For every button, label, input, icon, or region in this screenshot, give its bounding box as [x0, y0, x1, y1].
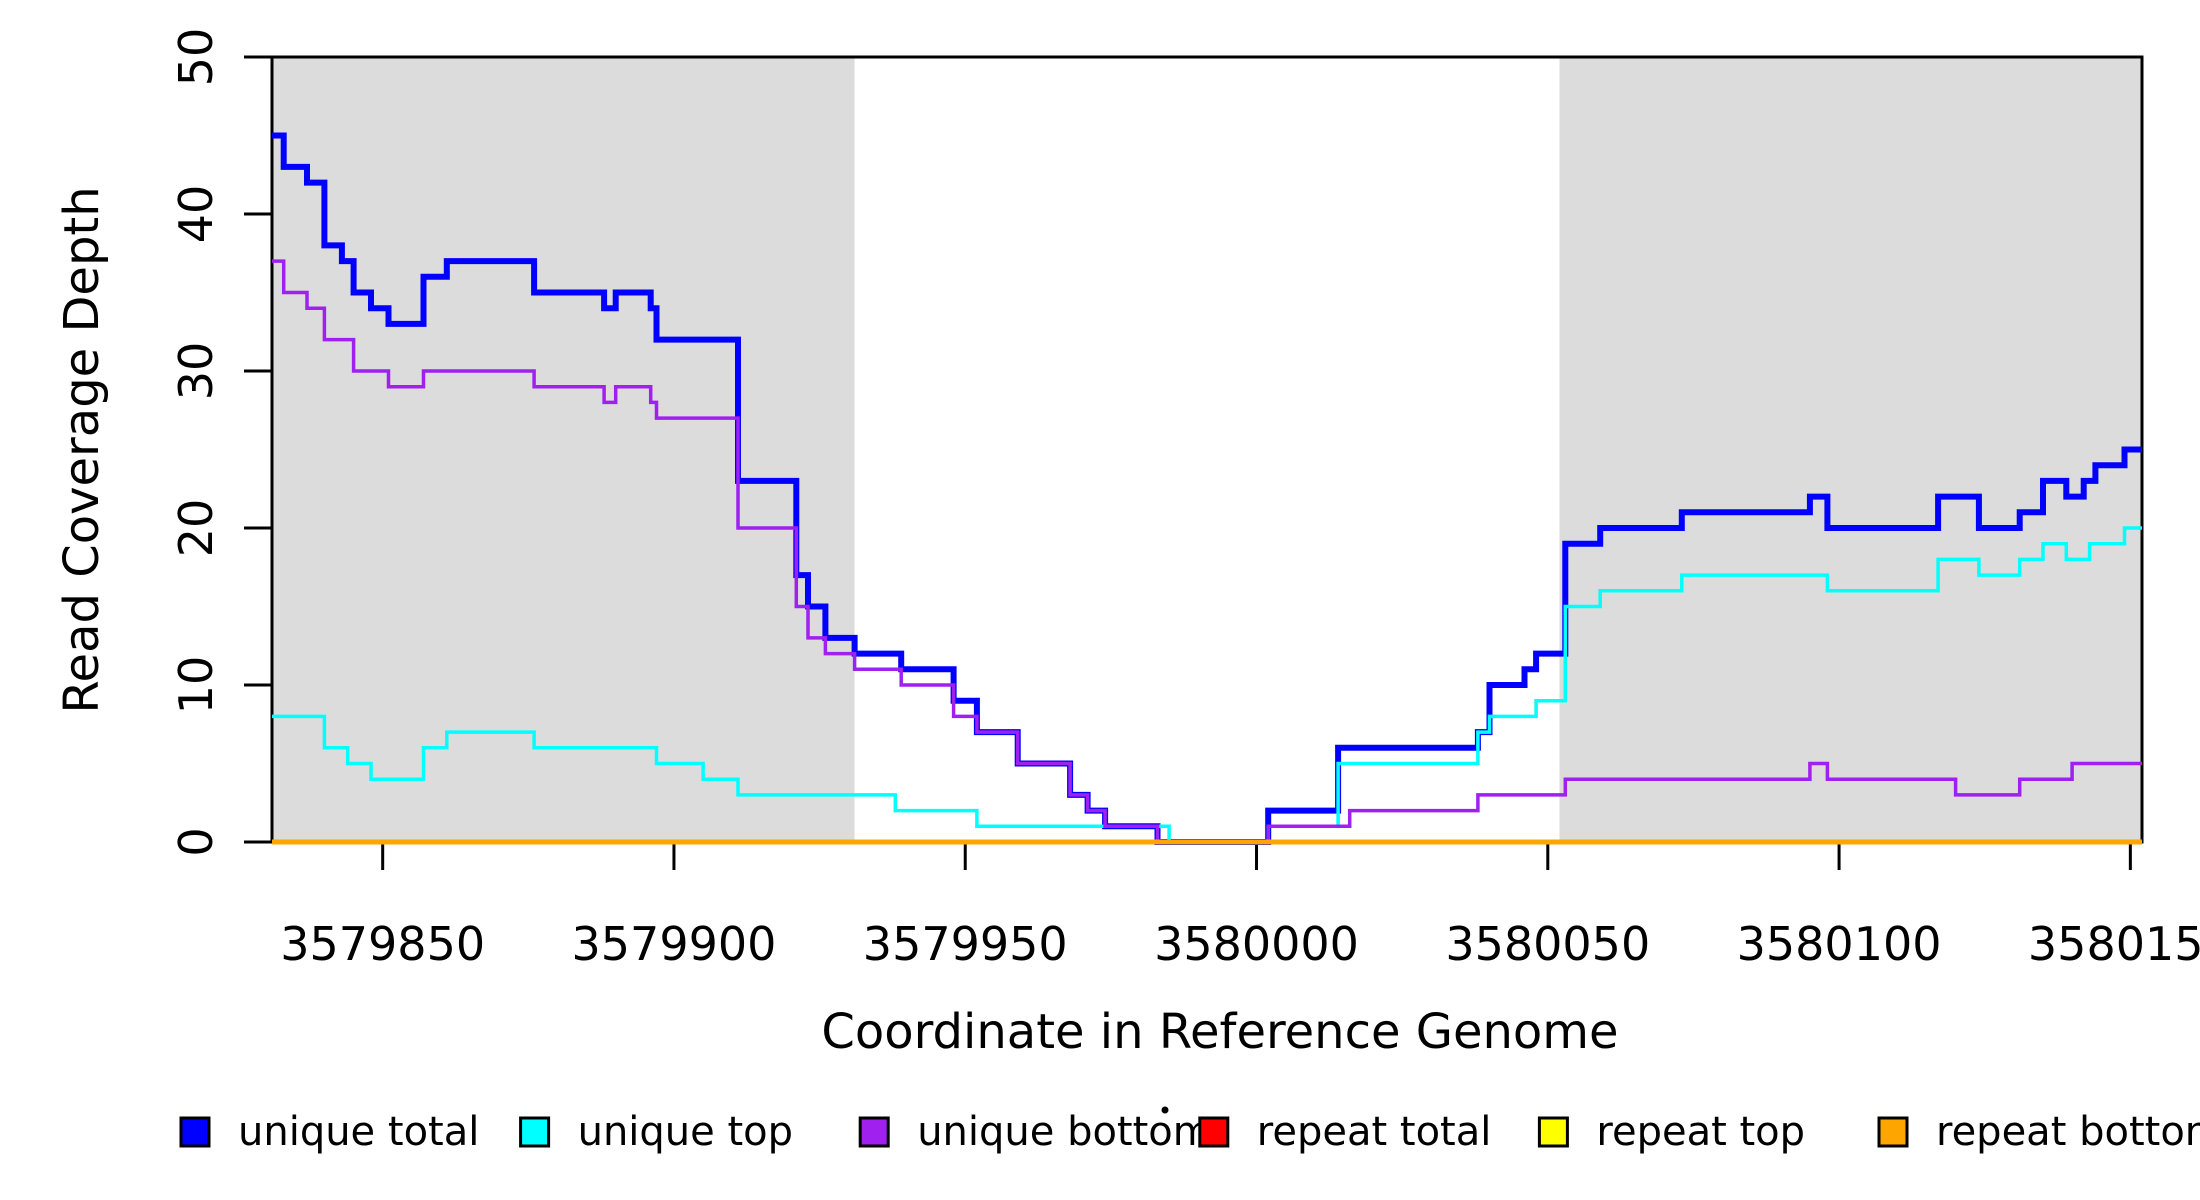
- x-tick-label: 3580000: [1154, 917, 1359, 971]
- shaded-region-1: [272, 57, 855, 842]
- y-tick-label: 30: [169, 342, 223, 401]
- y-tick-label: 10: [169, 656, 223, 715]
- legend-label-unique-bottom: unique bottom: [917, 1109, 1212, 1155]
- y-tick-label: 20: [169, 499, 223, 558]
- legend-swatch-repeat-top: [1537, 1116, 1569, 1148]
- legend-swatch-unique-bottom: [858, 1116, 890, 1148]
- x-tick-label: 3580100: [1737, 917, 1942, 971]
- legend-swatch-repeat-bottom: [1877, 1116, 1909, 1148]
- legend-label-unique-total: unique total: [238, 1109, 479, 1155]
- x-tick-label: 3580050: [1445, 917, 1650, 971]
- y-tick-label: 0: [169, 827, 223, 856]
- y-tick-label: 50: [169, 28, 223, 87]
- series-lines: [272, 132, 2142, 845]
- shaded-regions: [272, 57, 2142, 842]
- axes: 3579850 3579900 3579950 3580000 3580050 35801…: [169, 28, 2200, 971]
- legend-swatch-unique-total: [179, 1116, 211, 1148]
- y-tick-label: 40: [169, 185, 223, 244]
- legend-label-repeat-bottom: repeat bottom: [1936, 1109, 2200, 1155]
- stray-dot-artifact: [1161, 1106, 1169, 1114]
- y-axis-title: Read Coverage Depth: [54, 186, 110, 713]
- x-tick-label: 3579850: [280, 917, 485, 971]
- legend-swatch-repeat-total: [1198, 1116, 1230, 1148]
- series-line-unique-top: [272, 526, 2142, 844]
- x-tick-label: 3579950: [863, 917, 1068, 971]
- legend-label-repeat-total: repeat total: [1257, 1109, 1492, 1155]
- series-line-unique-bottom: [272, 259, 2142, 844]
- x-axis-title: Coordinate in Reference Genome: [821, 1004, 1618, 1060]
- x-tick-label: 3579900: [572, 917, 777, 971]
- shaded-region-2: [1559, 57, 2142, 842]
- legend-label-repeat-top: repeat top: [1596, 1109, 1805, 1155]
- legend-label-unique-top: unique top: [578, 1109, 793, 1155]
- legend: unique total unique top unique bottom repea…: [179, 1109, 2200, 1155]
- legend-swatch-unique-top: [519, 1116, 551, 1148]
